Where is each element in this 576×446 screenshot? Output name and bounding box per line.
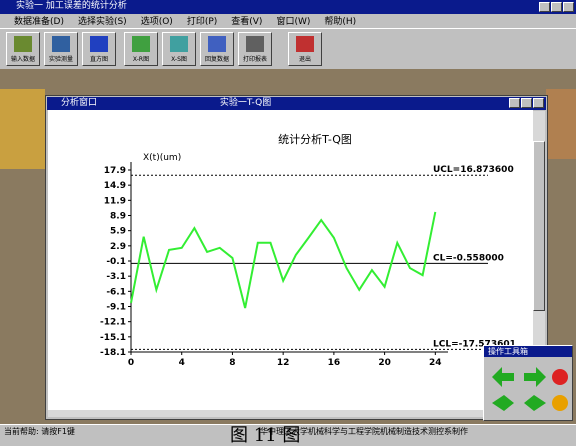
toolbar-button[interactable]: 打印报表 bbox=[238, 32, 272, 66]
x-tick-label: 0 bbox=[128, 358, 134, 368]
title-bar: 实验一 加工误差的统计分析 bbox=[0, 0, 576, 14]
menu-bar: 数据准备(D) 选择实验(S) 选项(O) 打印(P) 查看(V) 窗口(W) 帮助(H) bbox=[14, 15, 574, 28]
menu-item[interactable]: 帮助(H) bbox=[324, 17, 356, 27]
chart-title: 统计分析T-Q图 bbox=[278, 132, 352, 146]
close-button[interactable] bbox=[563, 2, 574, 12]
control-line-label: UCL=16.873600 bbox=[433, 165, 514, 175]
x-tick-label: 20 bbox=[378, 358, 391, 368]
y-tick-label: 17.9 bbox=[104, 166, 126, 176]
toolbar-label: 输入数据 bbox=[11, 56, 35, 63]
y-tick-label: 8.9 bbox=[110, 212, 126, 222]
y-tick-label: 14.9 bbox=[104, 181, 126, 191]
toolbar-icon bbox=[208, 36, 226, 52]
minimize-button[interactable] bbox=[509, 98, 520, 108]
menu-item[interactable]: 选项(O) bbox=[141, 17, 173, 27]
toolbar-button[interactable]: 直方图 bbox=[82, 32, 116, 66]
app: {"window":{"title":"实验一 加工误差的统计分析"}, "me… bbox=[0, 0, 576, 441]
maximize-button[interactable] bbox=[551, 2, 562, 12]
bg-image bbox=[0, 89, 45, 169]
status-bar: 当前帮助: 请按F1键 华中理工大学机械科学与工程学院机械制造技术测控系制作 图… bbox=[0, 424, 576, 442]
toolbox-buttons bbox=[484, 357, 572, 419]
toolbar-button[interactable]: X-S图 bbox=[162, 32, 196, 66]
toolbar-label: 实验测量 bbox=[49, 56, 73, 63]
status-left: 当前帮助: 请按F1键 bbox=[4, 425, 75, 439]
menu-item[interactable]: 窗口(W) bbox=[276, 17, 310, 27]
forward-button[interactable] bbox=[524, 367, 546, 387]
toolbar-icon bbox=[246, 36, 264, 52]
cancel-button[interactable] bbox=[552, 395, 568, 411]
y-axis-label: X(t)(um) bbox=[143, 153, 181, 163]
toolbar-icon bbox=[132, 36, 150, 52]
toolbar-label: X-S图 bbox=[171, 56, 187, 63]
y-tick-label: -18.1 bbox=[100, 348, 126, 358]
toolbar-icon bbox=[14, 36, 32, 52]
x-tick-label: 4 bbox=[179, 358, 185, 368]
x-tick-label: 24 bbox=[429, 358, 442, 368]
menu-item[interactable]: 查看(V) bbox=[231, 17, 262, 27]
window-title: 实验一 加工误差的统计分析 bbox=[16, 1, 127, 11]
first-button[interactable] bbox=[492, 395, 514, 411]
y-tick-label: -12.1 bbox=[100, 318, 126, 328]
toolbar-button[interactable]: 输入数据 bbox=[6, 32, 40, 66]
toolbar-button[interactable]: 退出 bbox=[288, 32, 322, 66]
toolbar-label: X-R图 bbox=[133, 56, 149, 63]
toolbar-label: 直方图 bbox=[90, 56, 108, 63]
menu-item[interactable]: 选择实验(S) bbox=[78, 17, 127, 27]
y-tick-label: 5.9 bbox=[110, 227, 126, 237]
toolbar-icon bbox=[296, 36, 314, 52]
y-tick-label: 11.9 bbox=[104, 196, 126, 206]
toolbar-icon bbox=[90, 36, 108, 52]
bg-image bbox=[546, 89, 576, 159]
inner-title-bar: 分析窗口 实验一T-Q图 bbox=[47, 97, 546, 110]
toolbox: 操作工具箱 bbox=[483, 345, 573, 421]
menu-item[interactable]: 打印(P) bbox=[187, 17, 217, 27]
y-tick-label: 2.9 bbox=[110, 242, 126, 252]
menu-item[interactable]: 数据准备(D) bbox=[14, 17, 64, 27]
x-tick-label: 12 bbox=[277, 358, 290, 368]
toolbar-label: 退出 bbox=[299, 56, 311, 63]
stop-button[interactable] bbox=[552, 369, 568, 385]
inner-subtitle: 实验一T-Q图 bbox=[220, 98, 271, 108]
inner-title: 分析窗口 bbox=[61, 98, 97, 108]
toolbar-label: 回复数据 bbox=[205, 56, 229, 63]
chart: 统计分析T-Q图 X(t)(um) 17.9 14.9 11.9 8.9 5.9 2.9 -… bbox=[48, 110, 533, 410]
x-tick-label: 16 bbox=[328, 358, 341, 368]
y-tick-label: -0.1 bbox=[106, 257, 126, 267]
minimize-button[interactable] bbox=[539, 2, 550, 12]
control-line-label: CL=-0.558000 bbox=[433, 253, 504, 263]
y-tick-label: -9.1 bbox=[106, 303, 126, 313]
y-tick-label: -3.1 bbox=[106, 272, 126, 282]
toolbar-button[interactable]: 回复数据 bbox=[200, 32, 234, 66]
toolbox-title: 操作工具箱 bbox=[484, 346, 572, 357]
toolbar-button[interactable]: 实验测量 bbox=[44, 32, 78, 66]
toolbar: 输入数据 实验测量 直方图 X-R图 X-S图 回复数据 打印报表 退出 bbox=[0, 28, 576, 70]
scroll-thumb[interactable] bbox=[533, 141, 545, 311]
last-button[interactable] bbox=[524, 395, 546, 411]
y-tick-label: -6.1 bbox=[106, 287, 126, 297]
x-tick-label: 8 bbox=[229, 358, 235, 368]
y-tick-label: -15.1 bbox=[100, 333, 126, 343]
toolbar-label: 打印报表 bbox=[243, 56, 267, 63]
toolbar-icon bbox=[52, 36, 70, 52]
close-button[interactable] bbox=[533, 98, 544, 108]
toolbar-icon bbox=[170, 36, 188, 52]
back-button[interactable] bbox=[492, 367, 514, 387]
maximize-button[interactable] bbox=[521, 98, 532, 108]
toolbar-button[interactable]: X-R图 bbox=[124, 32, 158, 66]
